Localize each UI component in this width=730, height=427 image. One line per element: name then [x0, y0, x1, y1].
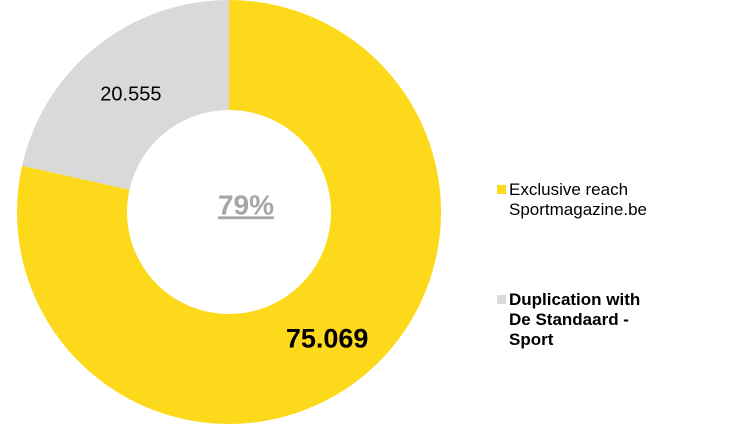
center-annotation: 79% — [218, 189, 274, 220]
legend-label: Exclusive reach Sportmagazine.be — [509, 180, 647, 219]
legend-item: Exclusive reach Sportmagazine.be — [497, 180, 717, 220]
value-label: 75.069 — [286, 324, 369, 354]
donut-slice — [22, 0, 229, 190]
legend-swatch — [497, 295, 506, 304]
donut-area: 75.069 20.555 79% — [17, 0, 441, 424]
legend-item: Duplication with De Standaard - Sport — [497, 290, 717, 350]
donut-slice — [17, 0, 441, 424]
legend-swatch — [497, 185, 506, 194]
value-label: 20.555 — [100, 84, 161, 106]
legend-label: Duplication with De Standaard - Sport — [509, 290, 641, 349]
